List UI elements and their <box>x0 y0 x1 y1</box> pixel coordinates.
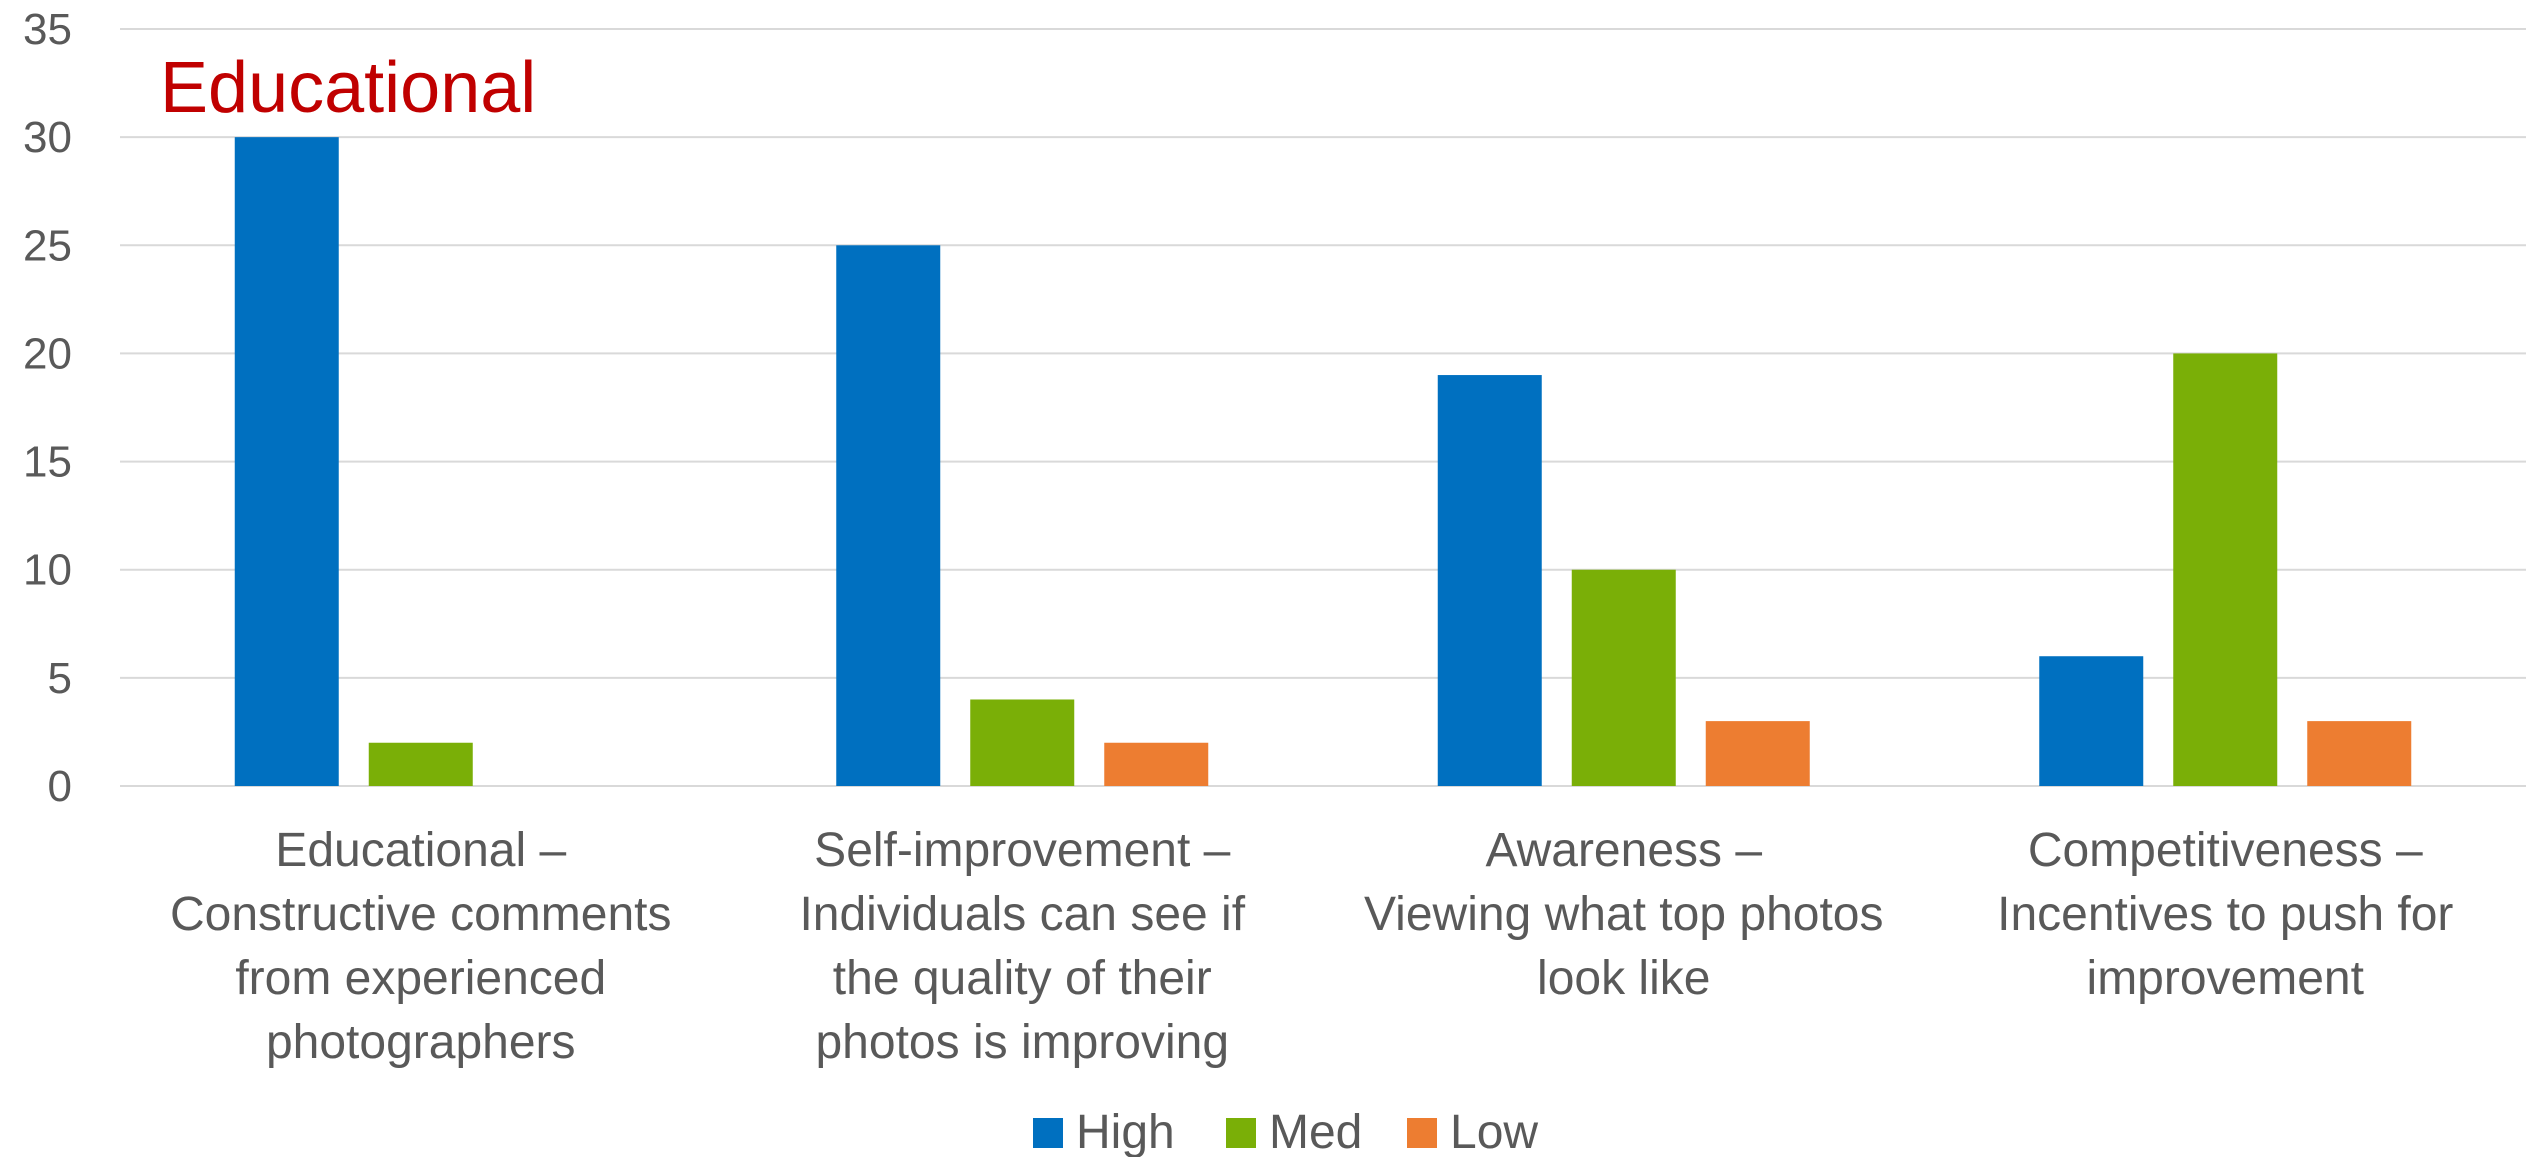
legend-label-low: Low <box>1450 1106 1538 1157</box>
y-tick-label: 5 <box>48 654 72 703</box>
y-tick-label: 0 <box>48 762 72 811</box>
bar-high <box>836 245 941 787</box>
gridlines <box>120 28 2526 787</box>
bar-high <box>1437 375 1542 786</box>
bar-med <box>2173 353 2278 786</box>
x-category-label: Self-improvement – Individuals can see if… <box>799 824 1245 1069</box>
x-category-label: Awareness – Viewing what top photos look l… <box>1364 824 1883 1005</box>
x-axis-labels: Educational – Constructive comments from e… <box>170 824 2453 1069</box>
y-tick-label: 35 <box>23 5 72 54</box>
chart-title: Educational <box>160 48 536 128</box>
legend-swatch-high <box>1033 1118 1063 1148</box>
bar-low <box>2307 721 2412 786</box>
bar-low <box>1705 721 1810 786</box>
y-axis-ticks: 0 5 10 15 20 25 30 35 <box>23 5 72 811</box>
bar-low <box>1104 742 1209 786</box>
bar-high <box>2039 656 2144 786</box>
y-tick-label: 10 <box>23 546 72 595</box>
legend: High Med Low <box>1033 1106 1538 1157</box>
legend-swatch-low <box>1407 1118 1437 1148</box>
x-category-label: Educational – Constructive comments from e… <box>170 824 672 1069</box>
x-category-label: Competitiveness – Incentives to push for i… <box>1997 824 2453 1005</box>
legend-label-med: Med <box>1269 1106 1362 1157</box>
legend-swatch-med <box>1226 1118 1256 1148</box>
y-tick-label: 30 <box>23 113 72 162</box>
y-tick-label: 20 <box>23 329 72 378</box>
bar-high <box>234 137 339 787</box>
bars <box>234 137 2412 787</box>
legend-label-high: High <box>1076 1106 1175 1157</box>
bar-med <box>1571 569 1676 786</box>
y-tick-label: 15 <box>23 438 72 487</box>
bar-med <box>970 699 1075 786</box>
y-tick-label: 25 <box>23 221 72 270</box>
bar-med <box>368 742 473 786</box>
